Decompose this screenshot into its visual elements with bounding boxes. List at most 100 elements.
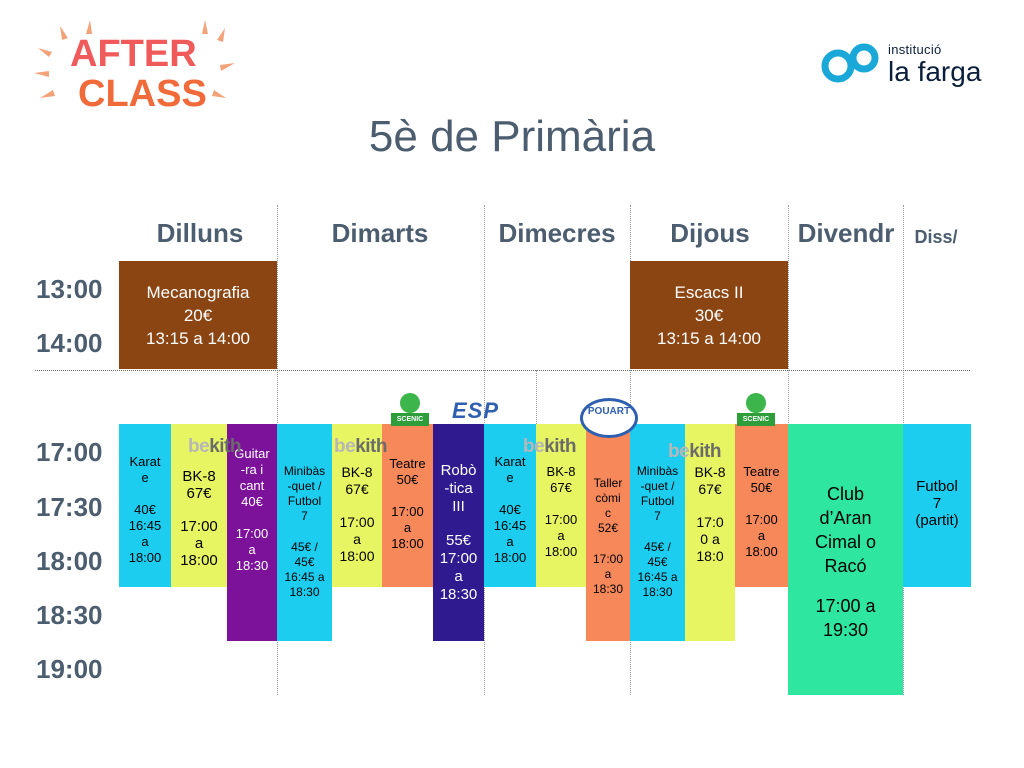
- day-header-wednesday: Dimecres: [498, 218, 616, 248]
- activity-line: [382, 488, 433, 504]
- activity-line: 67€: [186, 485, 212, 502]
- activity-line: e: [141, 470, 149, 485]
- activity-line: -quet /: [287, 479, 322, 493]
- activity-line: 19:30: [822, 620, 869, 640]
- activity-line: Mecanografia: [146, 283, 250, 302]
- activity-line: a: [506, 534, 514, 549]
- activity-line: 16:45 a: [284, 570, 325, 584]
- grid-line: [536, 370, 537, 430]
- activity-line: 17:00: [592, 552, 624, 566]
- mask-icon: [746, 393, 766, 413]
- activity-line: 18:30: [592, 582, 624, 596]
- activity-escacs: Escacs II 30€ 13:15 a 14:00: [630, 261, 788, 369]
- logo-small-text: institució: [888, 42, 942, 57]
- activity-line: 18:00: [339, 548, 375, 564]
- activity-bk8-monday: BK-8 67€ 17:00 a 18:00: [171, 424, 227, 587]
- activity-line: Club: [826, 484, 865, 504]
- activity-line: [119, 486, 171, 502]
- activity-line: [630, 524, 685, 540]
- activity-line: a: [557, 528, 565, 543]
- activity-line: 50€: [750, 480, 773, 495]
- bekith-logo: bekith: [668, 441, 721, 462]
- activity-line: [536, 496, 586, 512]
- time-label: 18:30: [36, 600, 103, 630]
- day-header-saturday: Diss/: [914, 227, 958, 247]
- activity-line: 18:30: [235, 558, 269, 573]
- activity-line: 40€: [134, 502, 156, 517]
- activity-line: 18:00: [180, 552, 218, 569]
- activity-line: d’Aran: [819, 508, 872, 528]
- activity-club-aran: Club d’Aran Cimal o Racó 17:00 a 19:30: [788, 424, 903, 695]
- activity-line: 17:00: [439, 550, 478, 567]
- activity-line: [227, 510, 277, 526]
- activity-line: [484, 486, 536, 502]
- activity-line: 18:0: [696, 548, 724, 564]
- activity-line: Teatre: [743, 464, 780, 479]
- page-title: 5è de Primària: [368, 112, 656, 161]
- day-header-monday: Dilluns: [156, 218, 244, 248]
- activity-line: -ra i: [240, 462, 264, 477]
- activity-karate-monday: Karat e 40€ 16:45 a 18:00: [119, 424, 171, 587]
- esp-logo: ESP: [452, 398, 500, 423]
- mask-icon: [400, 393, 420, 413]
- activity-line: 18:30: [289, 585, 320, 599]
- scenic-logo: SCENIC: [391, 393, 429, 427]
- activity-line: Robò: [440, 462, 477, 479]
- activity-line: 13:15 a 14:00: [146, 329, 250, 348]
- activity-line: 18:00: [745, 544, 778, 559]
- activity-line: BK-8: [546, 464, 576, 479]
- institucio-la-farga-logo: institució la farga: [820, 40, 985, 95]
- activity-line: 7: [932, 495, 942, 512]
- activity-line: a: [757, 528, 766, 543]
- activity-line: 45€: [294, 555, 315, 569]
- activity-line: Guitar: [234, 446, 270, 461]
- activity-line: Minibàs: [636, 464, 679, 478]
- activity-line: 17:00: [339, 514, 375, 530]
- bekith-logo: bekith: [523, 436, 576, 457]
- activity-line: Futbol: [287, 494, 322, 508]
- activity-line: [171, 502, 227, 518]
- activity-line: -quet /: [640, 479, 675, 493]
- activity-line: 17:00: [235, 526, 269, 541]
- activity-karate-wednesday: Karat e 40€ 16:45 a 18:00: [484, 424, 536, 587]
- activity-line: 17:00: [180, 518, 218, 535]
- activity-robotica: Robò -tica III 55€ 17:00 a 18:30: [433, 424, 484, 641]
- activity-line: -tica: [444, 480, 473, 497]
- activity-bk8-tuesday: BK-8 67€ 17:00 a 18:00: [332, 424, 382, 587]
- activity-line: 18:30: [439, 586, 478, 603]
- activity-line: [735, 496, 788, 512]
- activity-guitarra: Guitar -ra i cant 40€ 17:00 a 18:30: [227, 424, 277, 641]
- activity-line: [332, 498, 382, 514]
- activity-line: Futbol: [916, 478, 958, 495]
- activity-minibasquet-tuesday: Minibàs -quet / Futbol 7 45€ /45€ 16:45 a 18:3…: [277, 424, 332, 641]
- activity-line: a: [454, 568, 463, 585]
- time-label: 19:00: [36, 654, 103, 684]
- time-label: 17:00: [36, 437, 103, 467]
- activity-line: 17:00: [391, 504, 424, 519]
- activity-line: a: [141, 534, 149, 549]
- activity-teatre-thursday: Teatre 50€ 17:00 a 18:00: [735, 424, 788, 587]
- activity-line: BK-8: [182, 468, 216, 485]
- activity-line: 50€: [396, 472, 419, 487]
- activity-line: 17:00 a: [815, 596, 876, 616]
- activity-line: 16:45: [128, 518, 162, 533]
- activity-bk8-thursday: BK-8 67€ 17:0 0 a 18:0: [685, 424, 735, 641]
- activity-line: BK-8: [341, 464, 373, 480]
- activity-line: còmi: [595, 491, 621, 505]
- activity-line: 40€: [241, 494, 263, 509]
- activity-line: 67€: [550, 480, 572, 495]
- activity-line: 67€: [345, 481, 369, 497]
- time-label: 14:00: [36, 328, 103, 358]
- activity-line: 17:0: [696, 514, 724, 530]
- activity-line: a: [194, 535, 204, 552]
- activity-line: 45€ /: [644, 540, 671, 554]
- after-class-logo: AFTER CLASS: [30, 18, 245, 118]
- activity-line: 18:00: [544, 544, 578, 559]
- day-header-tuesday: Dimarts: [331, 218, 429, 248]
- activity-line: (partit): [915, 512, 959, 529]
- activity-line: Karat: [129, 454, 161, 469]
- activity-line: a: [248, 542, 256, 557]
- activity-line: 18:30: [642, 585, 673, 599]
- activity-line: 16:45 a: [637, 570, 678, 584]
- activity-line: 40€: [499, 502, 521, 517]
